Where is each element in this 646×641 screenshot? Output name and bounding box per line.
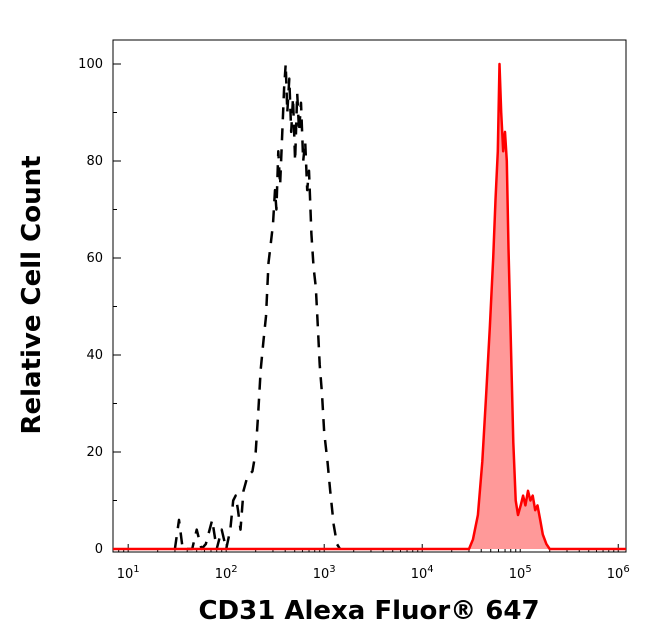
y-axis-ticks: 0 20 40 60 80 100 [78,57,121,557]
x-axis-title: CD31 Alexa Fluor® 647 [198,596,539,626]
series-1-line [173,62,342,551]
y-axis-title: Relative Cell Count [17,155,47,434]
y-tick-label: 80 [86,154,103,169]
x-tick-label: 103 [313,564,336,582]
plot-frame [112,39,627,553]
x-tick-label: 102 [215,564,238,582]
x-tick-label: 106 [607,564,630,582]
y-tick-label: 60 [86,251,103,266]
x-tick-label: 104 [411,564,434,582]
series-2-line [113,62,626,551]
y-tick-label: 0 [95,542,103,557]
y-tick-label: 20 [86,445,103,460]
y-tick-label: 40 [86,348,103,363]
y-tick-label: 100 [78,57,103,72]
x-tick-label: 101 [117,564,140,582]
series-2-area [113,64,626,549]
x-tick-label: 105 [509,564,532,582]
series-layer [113,62,626,551]
